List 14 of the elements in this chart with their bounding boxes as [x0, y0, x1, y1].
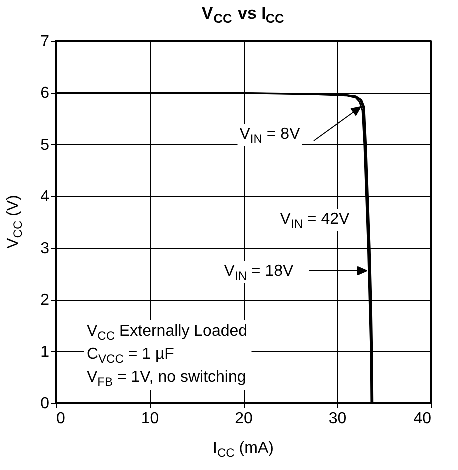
- y-tick-label: 5: [40, 136, 50, 154]
- x-tick-label: 0: [56, 410, 66, 428]
- x-tick-label: 10: [141, 410, 160, 428]
- y-tick-label: 4: [40, 188, 50, 206]
- y-tick-label: 0: [40, 396, 50, 412]
- y-tick-label: 2: [40, 292, 50, 310]
- y-tick-label: 6: [40, 85, 50, 102]
- y-tick-label: 7: [40, 34, 50, 50]
- x-tick-label: 30: [328, 410, 347, 428]
- y-tick-label: 1: [40, 344, 50, 361]
- x-tick-label: 40: [414, 410, 432, 428]
- y-axis-title: VCC (V): [5, 195, 25, 249]
- x-tick-label: 20: [235, 410, 253, 428]
- y-tick-label: 3: [40, 240, 50, 258]
